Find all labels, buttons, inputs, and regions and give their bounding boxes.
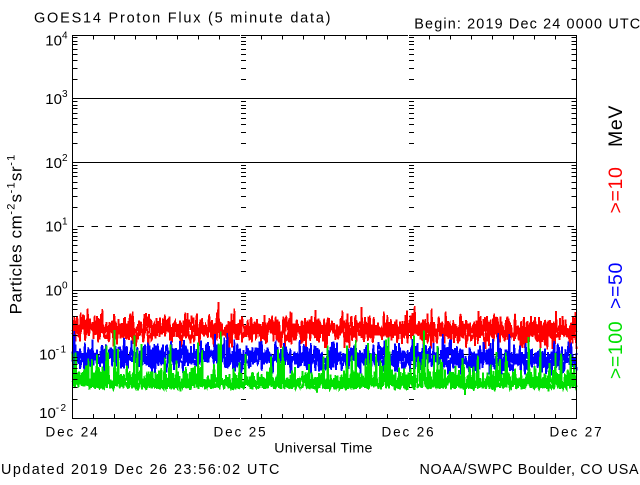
svg-text:NOAA/SWPC Boulder, CO USA: NOAA/SWPC Boulder, CO USA [420,462,640,478]
svg-text:10-2: 10-2 [39,403,67,422]
svg-text:>=10: >=10 [605,167,627,214]
svg-text:Updated 2019 Dec 26 23:56:02 U: Updated 2019 Dec 26 23:56:02 UTC [1,462,281,478]
svg-text:10-1: 10-1 [39,345,67,364]
svg-text:>=100: >=100 [605,321,627,379]
svg-text:101: 101 [45,217,68,236]
svg-text:GOES14 Proton Flux (5 minute d: GOES14 Proton Flux (5 minute data) [34,11,332,27]
svg-text:Universal Time: Universal Time [274,441,373,457]
svg-text:Dec 27: Dec 27 [550,425,604,440]
svg-text:MeV: MeV [605,105,627,147]
svg-text:Dec 26: Dec 26 [382,425,436,440]
svg-text:103: 103 [45,89,68,108]
svg-text:Particles cm-2s-1sr-1: Particles cm-2s-1sr-1 [6,154,26,315]
svg-text:102: 102 [45,153,68,172]
svg-text:>=50: >=50 [605,262,627,309]
svg-text:Dec 24: Dec 24 [46,425,100,440]
svg-text:Begin: 2019 Dec 24 0000 UTC: Begin: 2019 Dec 24 0000 UTC [414,17,640,33]
svg-text:104: 104 [45,31,68,50]
svg-text:100: 100 [45,281,68,300]
svg-text:Dec 25: Dec 25 [214,425,268,440]
